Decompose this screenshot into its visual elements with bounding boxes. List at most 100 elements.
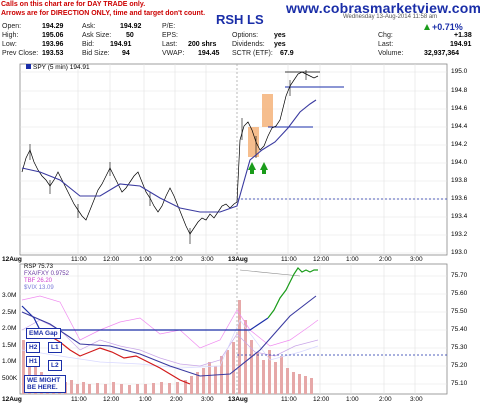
lower-legend: RSP 75.73 FXA/FXY 0.9752 TBF 26.20 $VIX …	[24, 264, 69, 292]
volume-label: Volume:	[378, 50, 404, 57]
volume-y-tick: 3.0M	[2, 292, 17, 299]
price-y-tick: 194.6	[451, 105, 468, 112]
up-arrow-icon	[424, 24, 430, 30]
sctr-value: 67.9	[280, 50, 294, 57]
chg-value: +1.38	[454, 32, 472, 39]
symbol-title: RSH LS	[216, 12, 264, 27]
highlight-box-lower	[248, 127, 259, 157]
legend-swatch-icon	[26, 64, 31, 69]
lower-x-tick: 12Aug	[2, 396, 22, 403]
price-x-tick: 11:00	[281, 256, 297, 263]
price-grid	[20, 64, 447, 255]
lower-trend-line	[239, 269, 301, 277]
price-legend: SPY (5 min) 194.91	[26, 64, 90, 71]
date-text: Wednesday 13-Aug-2014 11:58 am	[343, 14, 438, 20]
bid-value: 194.91	[110, 41, 132, 48]
eps-label: EPS:	[162, 32, 178, 39]
vwap-value: 194.45	[198, 50, 220, 57]
price-y-tick: 193.8	[451, 177, 468, 184]
lower-moving-average	[21, 295, 317, 377]
low-label: Low:	[2, 41, 17, 48]
high-label: High:	[2, 32, 19, 39]
asksize-value: 50	[126, 32, 134, 39]
low-value: 193.96	[42, 41, 64, 48]
price-y-tick: 193.6	[451, 195, 468, 202]
price-y-tick: 193.2	[451, 231, 468, 238]
disclaimer-line-1: Calls on this chart are for DAY TRADE on…	[1, 1, 146, 8]
last2-label: Last:	[378, 41, 394, 48]
pct-change: +0.71%	[432, 22, 463, 32]
chg-label: Chg:	[378, 32, 393, 39]
dividends-value: yes	[274, 41, 286, 48]
lower-x-tick: 1:00	[139, 396, 152, 403]
bid-label: Bid:	[82, 41, 95, 48]
price-chart	[19, 63, 448, 256]
green-arrow-1-icon	[248, 162, 256, 174]
rsp-y-tick: 75.70	[451, 272, 468, 279]
price-y-tick: 193.0	[451, 249, 468, 256]
lower-x-tick: 12:00	[103, 396, 120, 403]
price-x-tick: 12:00	[103, 256, 120, 263]
options-value: yes	[274, 32, 286, 39]
we-might-be-here-label: WE MIGHT BE HERE.	[24, 375, 66, 393]
prev-label: Prev Close:	[2, 50, 39, 57]
lower-x-tick: 11:00	[71, 396, 87, 403]
vix-line	[21, 319, 319, 369]
highlight-box-upper	[262, 94, 273, 127]
price-x-tick: 13Aug	[228, 256, 248, 263]
price-x-tick: 1:00	[139, 256, 152, 263]
legend-rsp: RSP 75.73	[24, 264, 53, 270]
rsp-y-tick: 75.40	[451, 326, 468, 333]
h2-label: H2	[26, 342, 41, 353]
price-y-tick: 193.4	[451, 213, 468, 220]
direction-arrows	[248, 162, 268, 174]
price-y-tick: 194.2	[451, 141, 468, 148]
l1-label: L1	[48, 342, 62, 353]
rsp-y-tick: 75.30	[451, 344, 468, 351]
lower-x-tick: 3:00	[201, 396, 214, 403]
site-title: www.cobrasmarketview.com	[286, 0, 480, 16]
open-value: 194.29	[42, 23, 64, 30]
lower-chart	[19, 263, 448, 395]
price-x-tick: 2:00	[379, 256, 392, 263]
price-x-tick: 3:00	[410, 256, 423, 263]
prev-value: 193.53	[42, 50, 64, 57]
lower-x-tick: 11:00	[281, 396, 297, 403]
h1-label: H1	[26, 356, 41, 367]
legend-vix: $VIX 13.09	[24, 285, 54, 291]
price-x-tick: 12:00	[313, 256, 330, 263]
price-x-tick: 12Aug	[2, 256, 22, 263]
rsp-blue-segments	[21, 305, 269, 331]
volume-y-tick: 1.5M	[2, 342, 17, 349]
volume-y-tick: 500K	[2, 375, 18, 382]
rsp-down-segments	[39, 329, 191, 385]
last-label: Last:	[162, 41, 178, 48]
volume-value: 32,937,364	[424, 50, 460, 57]
price-x-tick: 2:00	[170, 256, 183, 263]
price-frame	[19, 63, 448, 256]
volume-y-tick: 2.5M	[2, 309, 17, 316]
disclaimer-line-2: Arrows are for DIRECTION ONLY, time and …	[1, 10, 206, 17]
lower-x-tick: 1:00	[346, 396, 359, 403]
price-series	[21, 71, 319, 235]
volume-y-tick: 1.0M	[2, 358, 17, 365]
price-x-tick: 11:00	[71, 256, 87, 263]
rsp-y-tick: 75.20	[451, 362, 468, 369]
vwap-label: VWAP:	[162, 50, 185, 57]
price-y-tick: 194.0	[451, 159, 468, 166]
open-label: Open:	[2, 23, 22, 30]
last-value: 200 shrs	[188, 41, 217, 48]
lower-x-tick: 2:00	[170, 396, 183, 403]
asksize-label: Ask Size:	[82, 32, 112, 39]
options-label: Options:	[232, 32, 259, 39]
fxa-line	[21, 319, 319, 367]
ask-label: Ask:	[82, 23, 96, 30]
lower-x-tick: 3:00	[410, 396, 423, 403]
high-value: 195.06	[42, 32, 64, 39]
rsp-up-segments	[267, 267, 318, 319]
legend-fxa: FXA/FXY 0.9752	[24, 271, 69, 277]
lower-x-tick: 2:00	[379, 396, 392, 403]
rsp-y-tick: 75.10	[451, 380, 468, 387]
dividends-label: Dividends:	[232, 41, 265, 48]
price-x-tick: 1:00	[346, 256, 359, 263]
